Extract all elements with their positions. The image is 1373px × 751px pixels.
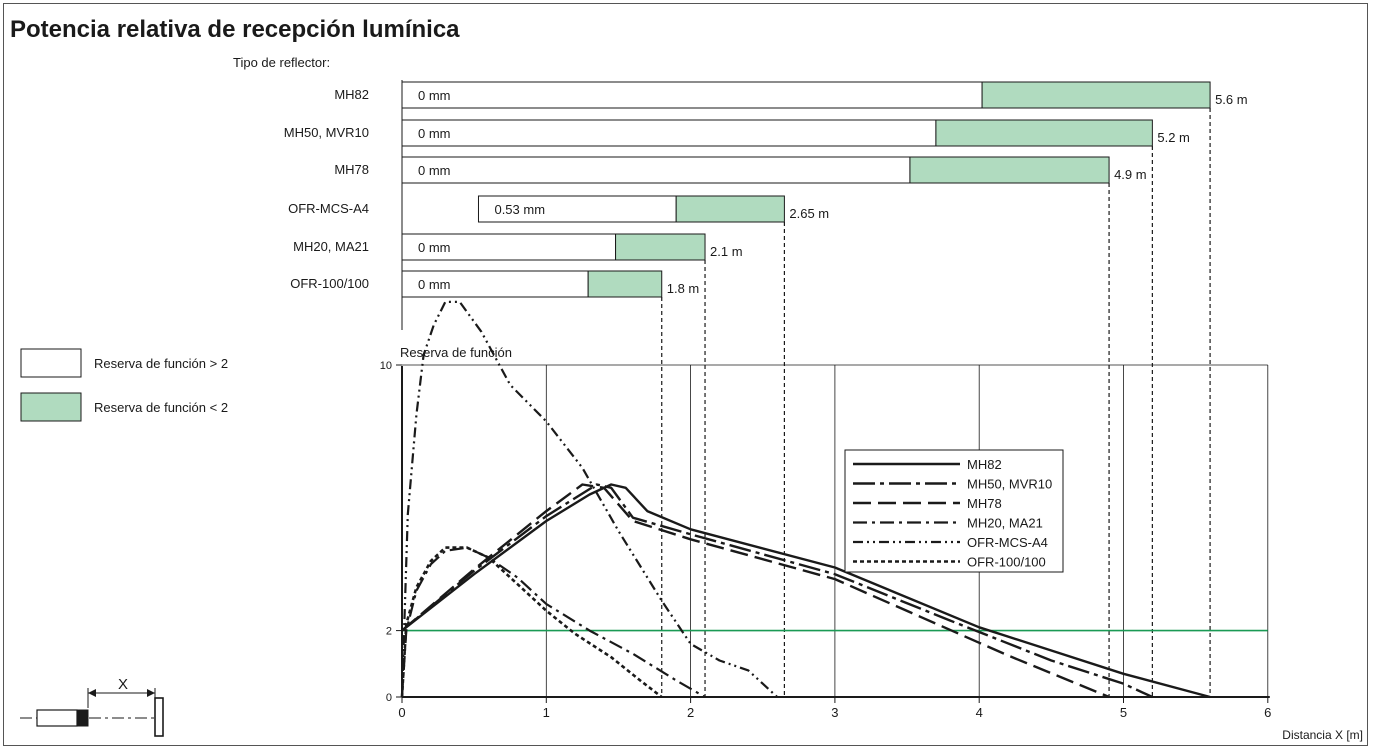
- legend-entry: OFR-MCS-A4: [967, 535, 1048, 550]
- bar-end-label: 1.8 m: [667, 281, 700, 296]
- x-axis-label: Distancia X [m]: [1282, 728, 1363, 742]
- y-axis-label: Reserva de función: [400, 345, 512, 360]
- bar-reserve-high: [401, 233, 617, 261]
- bar-start-label: 0 mm: [418, 126, 451, 141]
- reflector-label: MH20, MA21: [293, 239, 369, 254]
- bar-start-label: 0 mm: [418, 240, 451, 255]
- series-line: [401, 483, 1110, 699]
- legend-box-label: Reserva de función > 2: [94, 356, 228, 371]
- x-tick-label: 1: [543, 705, 550, 720]
- bar-end-label: 4.9 m: [1114, 167, 1147, 182]
- series-legend-box: [844, 449, 1064, 573]
- reflector: [154, 697, 164, 737]
- bar-start-label: 0.53 mm: [494, 202, 545, 217]
- series-line: [400, 546, 663, 699]
- bar-end-label: 2.65 m: [789, 206, 829, 221]
- dimension-label: X: [118, 676, 128, 693]
- y-tick-label: 10: [380, 360, 392, 372]
- y-tick-label: 0: [386, 692, 392, 704]
- legend-entry: MH78: [967, 496, 1002, 511]
- function-reserve-chart: 0 1 2 3 4 5 6 0 2 10 Reserva de función Distancia X…: [380, 300, 1363, 742]
- legend-entry: MH20, MA21: [967, 516, 1043, 531]
- bar-reserve-low: [981, 81, 1211, 109]
- x-tick-label: 5: [1120, 705, 1127, 720]
- legend-box-swatch: [20, 392, 82, 422]
- legend-box-label: Reserva de función < 2: [94, 400, 228, 415]
- bar-reserve-low: [909, 156, 1110, 184]
- bar-end-label: 5.6 m: [1215, 92, 1248, 107]
- bars-subtitle: Tipo de reflector:: [233, 55, 330, 70]
- bar-end-label: 2.1 m: [710, 244, 743, 259]
- series-line: [401, 483, 1153, 699]
- bar-reserve-low: [675, 195, 785, 223]
- bar-reserve-low: [615, 233, 706, 261]
- legend-entry: MH50, MVR10: [967, 477, 1052, 492]
- series-line: [400, 546, 706, 698]
- x-tick-label: 4: [976, 705, 983, 720]
- x-tick-label: 0: [398, 705, 405, 720]
- sensor-body: [36, 709, 78, 727]
- y-tick-label: 2: [386, 626, 392, 638]
- legend-box-swatch: [20, 348, 82, 378]
- bar-start-label: 0 mm: [418, 163, 451, 178]
- bar-reserve-high: [401, 119, 937, 147]
- bar-reserve-high: [401, 81, 983, 109]
- range-bars-chart: Tipo de reflector: MH82 0 mm 5.6 m MH50, MVR…: [233, 55, 1248, 697]
- reflector-label: OFR-MCS-A4: [288, 201, 369, 216]
- bar-reserve-low: [935, 119, 1153, 147]
- sensor-lens: [76, 709, 89, 727]
- bar-start-label: 0 mm: [418, 277, 451, 292]
- legend-entry: OFR-100/100: [967, 555, 1046, 570]
- figure-frame: [3, 3, 1368, 746]
- reflector-label: OFR-100/100: [290, 276, 369, 291]
- bar-reserve-high: [401, 156, 911, 184]
- x-tick-label: 3: [831, 705, 838, 720]
- x-tick-label: 6: [1264, 705, 1271, 720]
- series-line: [400, 300, 778, 698]
- page-title: Potencia relativa de recepción lumínica: [10, 16, 460, 43]
- reflector-label: MH78: [334, 162, 369, 177]
- x-tick-label: 2: [687, 705, 694, 720]
- legend-boxes: Reserva de función > 2 Reserva de función…: [20, 348, 228, 422]
- dimension-arrow-right: [147, 689, 155, 697]
- reflector-label: MH50, MVR10: [284, 125, 369, 140]
- dimension-arrow-left: [88, 689, 96, 697]
- legend-entry: MH82: [967, 457, 1002, 472]
- sensor-diagram: X: [20, 676, 164, 737]
- reflector-label: MH82: [334, 87, 369, 102]
- bar-start-label: 0 mm: [418, 88, 451, 103]
- series-line: [401, 483, 1211, 699]
- bar-reserve-low: [587, 270, 663, 298]
- bar-end-label: 5.2 m: [1157, 130, 1190, 145]
